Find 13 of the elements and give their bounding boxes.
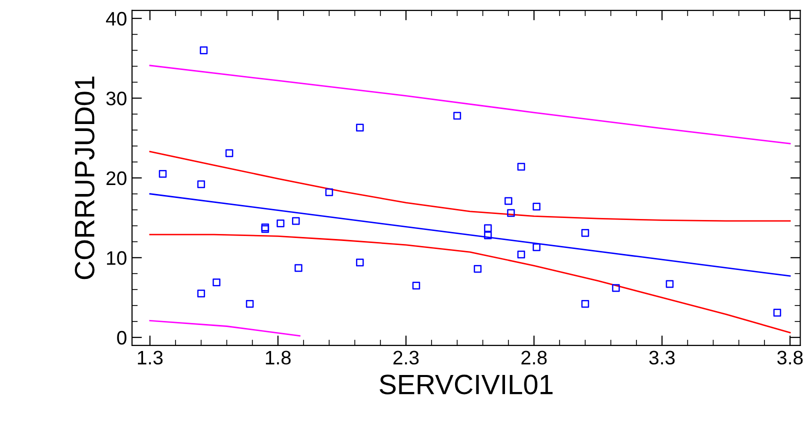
x-tick-label: 3.3 [649,350,675,365]
x-tick-label: 3.8 [777,350,803,365]
y-tick-label: 20 [106,171,126,186]
x-axis-title: SERVCIVIL01 [380,374,553,394]
y-axis-title: CORRUPJUD01 [74,76,94,280]
x-tick-label: 1.8 [266,350,291,365]
x-tick-label: 2.8 [521,350,547,365]
y-tick-label: 10 [107,251,126,265]
y-tick-label: 40 [106,12,126,26]
x-tick-label: 2.3 [393,350,419,365]
y-tick-label: 30 [106,92,126,106]
x-tick-label: 1.3 [138,350,163,365]
y-tick-label: 0 [117,330,126,345]
